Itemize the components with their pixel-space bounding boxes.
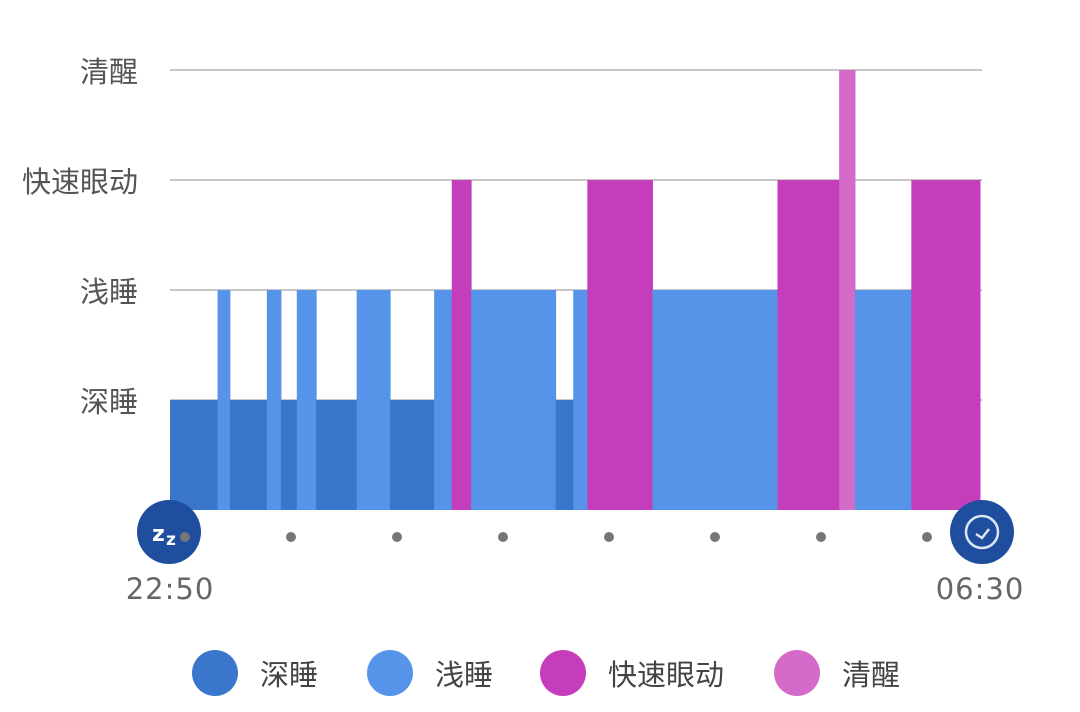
- sleep-segment-bar: [266, 290, 282, 510]
- sleep-segment-bar: [390, 400, 435, 510]
- x-tick-dot: [498, 532, 508, 542]
- sleep-segment-bar: [170, 400, 219, 510]
- legend-item-awake: 清醒: [774, 648, 900, 698]
- y-tick-label: 深睡: [79, 385, 138, 419]
- legend-swatch: [192, 650, 238, 696]
- sleep-segment-bar: [471, 290, 557, 510]
- sleep-segment-bar: [229, 400, 268, 510]
- legend-item-deep: 深睡: [192, 648, 318, 698]
- sleep-segment-bar: [777, 180, 840, 510]
- svg-text:z: z: [166, 530, 176, 550]
- sleep-segment-bar: [451, 180, 472, 510]
- x-tick-dot: [922, 532, 932, 542]
- sleep-segment-bar: [316, 400, 358, 510]
- sleep-segment-bar: [434, 290, 453, 510]
- legend-label: 浅睡: [435, 658, 494, 692]
- legend-item-light: 浅睡: [367, 648, 493, 698]
- legend-swatch: [774, 650, 820, 696]
- sleep-segment-bar: [356, 290, 391, 510]
- sleep-segment-bar: [217, 290, 231, 510]
- legend-swatch: [540, 650, 586, 696]
- x-tick-dot: [816, 532, 826, 542]
- svg-text:z: z: [152, 522, 165, 547]
- sleep-segment-bar: [652, 290, 778, 510]
- legend-item-rem: 快速眼动: [540, 648, 724, 698]
- legend-swatch: [367, 650, 413, 696]
- alarm-clock-icon: [950, 500, 1014, 564]
- y-tick-label: 清醒: [79, 55, 138, 89]
- legend: 深睡 浅睡 快速眼动 清醒: [0, 648, 1080, 698]
- legend-label: 快速眼动: [608, 658, 725, 692]
- x-tick-dot: [710, 532, 720, 542]
- sleep-segment-bar: [573, 290, 588, 510]
- x-tick-dot: [392, 532, 402, 542]
- sleep-segment-bar: [280, 400, 298, 510]
- legend-label: 深睡: [260, 658, 319, 692]
- sleep-zz-icon: z z: [137, 500, 201, 564]
- sleep-segment-bar: [587, 180, 653, 510]
- y-tick-label: 浅睡: [79, 275, 138, 309]
- y-tick-label: 快速眼动: [21, 165, 138, 199]
- sleep-segment-bar: [839, 70, 856, 510]
- sleep-segment-bar: [911, 180, 981, 510]
- sleep-segment-bar: [854, 290, 912, 510]
- legend-label: 清醒: [842, 658, 901, 692]
- sleep-segment-bar: [296, 290, 317, 510]
- x-tick-dot: [604, 532, 614, 542]
- x-end-label: 06:30: [935, 572, 1025, 606]
- x-tick-dot: [286, 532, 296, 542]
- sleep-segment-bar: [555, 400, 574, 510]
- x-start-label: 22:50: [125, 572, 215, 606]
